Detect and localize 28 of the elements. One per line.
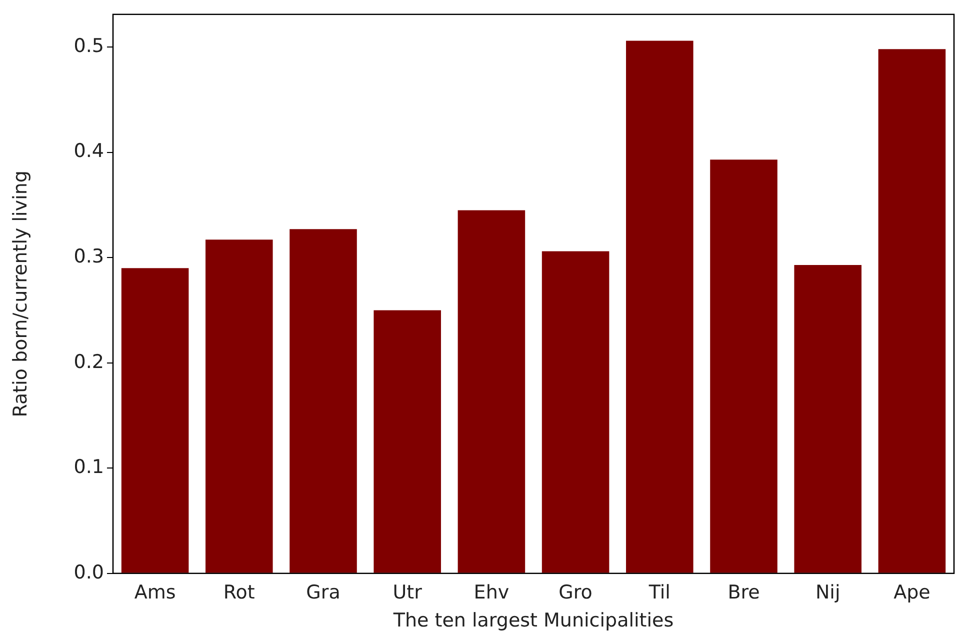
x-tick-label: Gra bbox=[306, 582, 340, 604]
x-tick-label: Gro bbox=[558, 582, 592, 604]
bar bbox=[794, 264, 862, 573]
bar bbox=[710, 160, 778, 573]
x-tick-label: Rot bbox=[223, 582, 255, 604]
bar bbox=[542, 251, 610, 573]
bar bbox=[374, 310, 441, 573]
y-tick-label: 0.4 bbox=[74, 140, 104, 162]
y-tick-label: 0.2 bbox=[74, 350, 104, 373]
x-tick-label: Ehv bbox=[474, 582, 510, 604]
bar bbox=[290, 229, 357, 573]
x-tick-label: Utr bbox=[392, 582, 422, 604]
y-tick-label: 0.5 bbox=[74, 34, 104, 57]
x-tick-label: Til bbox=[648, 582, 670, 604]
y-tick-label: 0.0 bbox=[74, 561, 104, 584]
x-axis-title: The ten largest Municipalities bbox=[392, 610, 674, 632]
y-tick-label: 0.1 bbox=[74, 456, 104, 478]
x-tick-label: Ams bbox=[134, 582, 176, 604]
x-tick-label: Bre bbox=[728, 582, 760, 604]
y-axis-title: Ratio born/currently living bbox=[9, 170, 32, 418]
x-tick-label: Ape bbox=[894, 582, 930, 604]
bar bbox=[458, 210, 526, 573]
bar bbox=[626, 40, 694, 573]
y-tick-label: 0.3 bbox=[74, 246, 104, 268]
bar bbox=[878, 49, 946, 573]
x-tick-label: Nij bbox=[815, 582, 840, 604]
bar bbox=[121, 268, 189, 573]
bar bbox=[206, 240, 273, 573]
